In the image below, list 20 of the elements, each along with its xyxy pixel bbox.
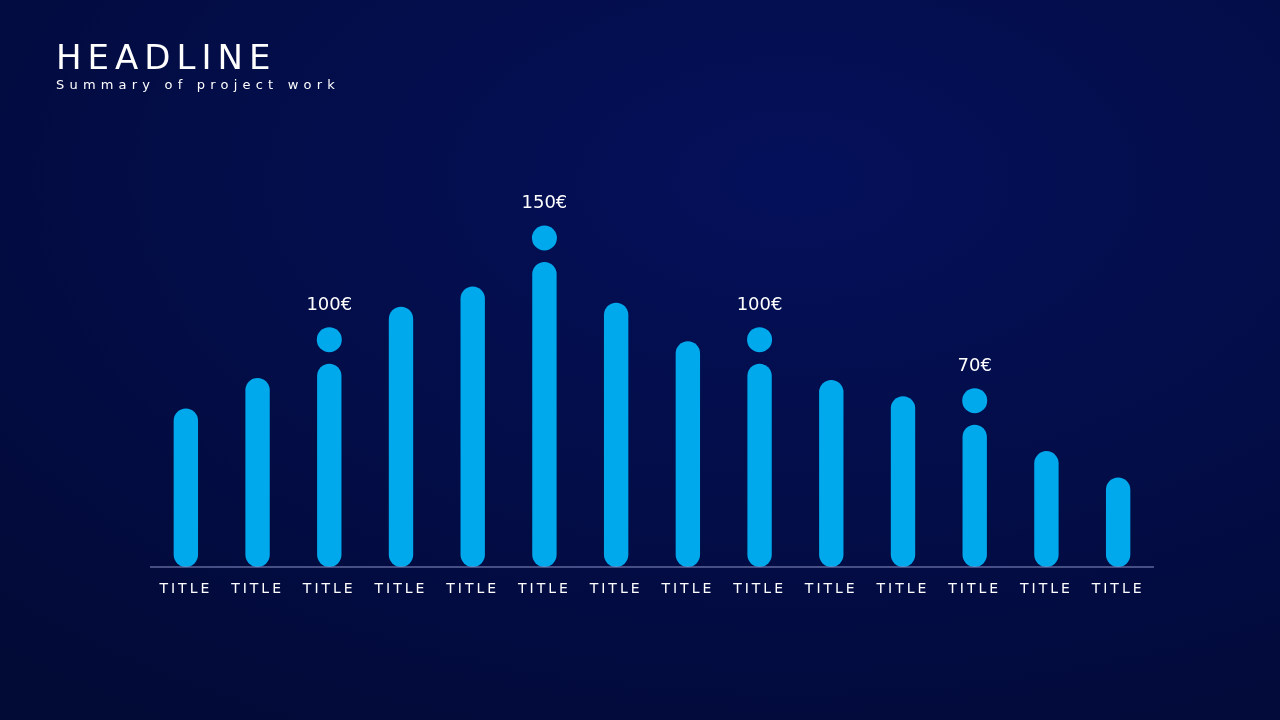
x-tick-label: TITLE — [660, 580, 715, 596]
x-tick-label: TITLE — [588, 580, 643, 596]
x-tick-label: TITLE — [1018, 580, 1073, 596]
x-tick-label: TITLE — [301, 580, 356, 596]
x-tick-label: TITLE — [516, 580, 571, 596]
data-label: 150€ — [521, 191, 568, 212]
chart-subtitle: Summary of project work — [56, 77, 340, 92]
chart-title: HEADLINE — [56, 37, 277, 77]
x-tick-label: TITLE — [947, 580, 1002, 596]
data-label: 100€ — [306, 292, 353, 314]
data-label: 70€ — [957, 353, 992, 375]
x-tick-label: TITLE — [445, 580, 500, 596]
x-tick-label: TITLE — [230, 580, 285, 596]
data-label: 100€ — [736, 292, 783, 314]
x-tick-label: TITLE — [732, 580, 787, 596]
x-tick-label: TITLE — [373, 580, 428, 596]
x-tick-label: TITLE — [1090, 580, 1145, 596]
x-tick-label: TITLE — [875, 580, 930, 596]
x-tick-label: TITLE — [803, 580, 858, 596]
x-tick-label: TITLE — [158, 580, 213, 596]
